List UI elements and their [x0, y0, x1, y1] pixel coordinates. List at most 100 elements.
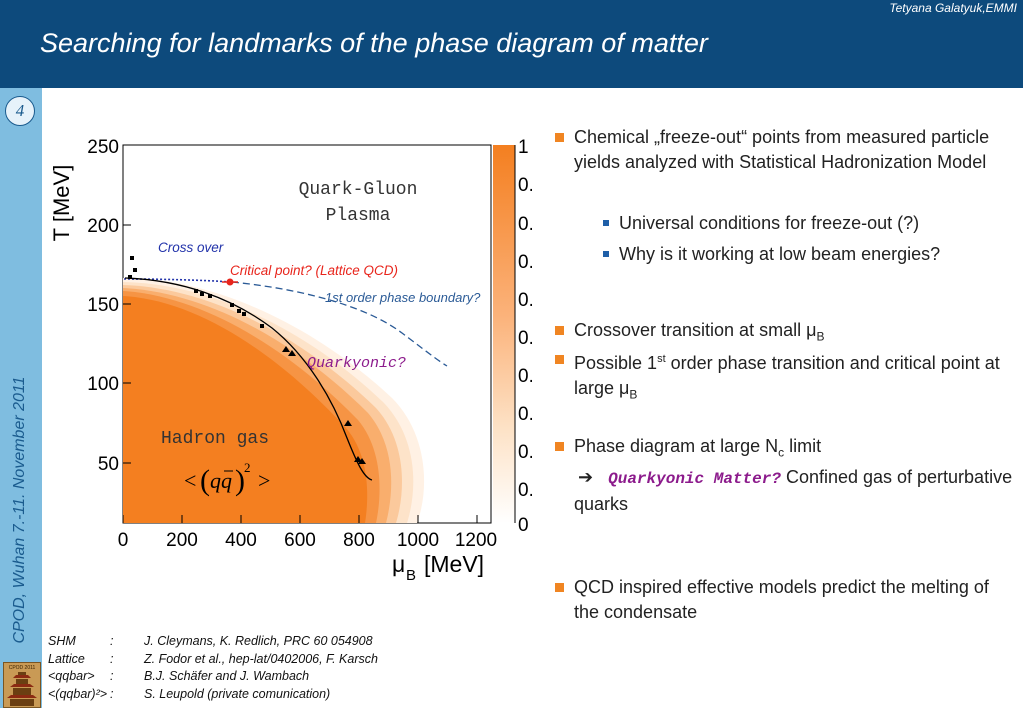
critical-point-label: Critical point? (Lattice QCD): [230, 263, 398, 278]
freeze-out-points: [128, 256, 366, 464]
nc-subscript: c: [778, 445, 785, 460]
bullet-large-nc: Phase diagram at large Nc limit ➔ Quarkyo…: [555, 434, 1015, 516]
condensate-right: >: [258, 468, 270, 493]
freeze-out-curve: [124, 277, 373, 481]
x-tick-0: 0: [118, 530, 129, 551]
condensate-qq: qq: [210, 468, 232, 493]
hadron-gas-label: Hadron gas: [161, 429, 269, 449]
phase-diagram-svg: 0 200 400 600 800 1000 1200 50 100 150 2…: [49, 137, 545, 584]
y-tick-50: 50: [98, 454, 119, 475]
conference-label: CPOD, Wuhan 7.-11. November 2011: [11, 376, 28, 644]
x-tick-1200: 1200: [455, 530, 497, 551]
reference-row: SHM: J. Cleymans, K. Redlich, PRC 60 0549…: [48, 633, 378, 651]
references: SHM: J. Cleymans, K. Redlich, PRC 60 0549…: [48, 633, 378, 703]
ref-colon: :: [110, 669, 114, 683]
sub-bullet-square-icon: [603, 220, 609, 226]
condensate-left: <: [184, 468, 196, 493]
x-axis-unit: [MeV]: [424, 551, 484, 577]
bullet-freeze-out: Chemical „freeze-out“ points from measur…: [555, 125, 1015, 174]
bullet-square-icon: [555, 133, 564, 142]
ref-text: Z. Fodor et al., hep-lat/0402006, F. Kar…: [144, 651, 378, 666]
cbar-tick-1: 1: [518, 137, 529, 158]
first-order-label: 1st order phase boundary?: [325, 290, 481, 305]
mu-symbol: μ: [619, 377, 630, 398]
x-axis-sub: B: [406, 567, 416, 584]
cbar-tick-0.3: 0.3: [518, 404, 532, 425]
sidebar: [0, 88, 42, 708]
sub-bullet-why: Why is it working at low beam energies?: [603, 242, 1013, 266]
y-tick-100: 100: [87, 374, 119, 395]
cbar-tick-0: 0: [518, 515, 529, 536]
x-tick-600: 600: [284, 530, 316, 551]
reference-row: <(qqbar)²>: S. Leupold (private comunicat…: [48, 686, 378, 704]
y-tick-250: 250: [87, 137, 119, 158]
reference-row: <qqbar>: B.J. Schäfer and J. Wambach: [48, 668, 378, 686]
bullet-square-icon: [555, 583, 564, 592]
y-axis-title: T [MeV]: [49, 165, 74, 242]
slide-title: Searching for landmarks of the phase dia…: [40, 28, 708, 58]
bullet-freeze-out-text: Chemical „freeze-out“ points from measur…: [574, 127, 990, 172]
ordinal-sup: st: [657, 353, 666, 365]
reference-row: Lattice: Z. Fodor et al., hep-lat/0402006…: [48, 651, 378, 669]
first-order-boundary: [231, 281, 448, 367]
bullet-first-order-mid: order phase transition and critical poin…: [574, 353, 1000, 398]
x-tick-1000: 1000: [397, 530, 439, 551]
bullet-crossover: Crossover transition at small μB: [555, 318, 1015, 349]
sub-bullet-why-text: Why is it working at low beam energies?: [619, 244, 941, 264]
mu-subscript: B: [629, 387, 638, 402]
sub-bullet-square-icon: [603, 251, 609, 257]
sub-bullet-universal: Universal conditions for freeze-out (?): [603, 211, 1013, 235]
ref-colon: :: [110, 651, 114, 666]
pagoda-icon: [7, 672, 37, 706]
cbar-tick-0.8: 0.8: [518, 214, 532, 235]
arrow-right-icon: ➔: [578, 467, 594, 488]
ref-key: Lattice: [48, 651, 85, 666]
quarkyonic-label: Quarkyonic?: [307, 355, 406, 372]
bullet-large-nc-post: limit: [784, 436, 822, 456]
qgp-label-line2: Plasma: [326, 206, 391, 226]
ref-colon: :: [110, 686, 114, 701]
ref-key: SHM: [48, 634, 76, 648]
ref-key: <(qqbar)²>: [48, 686, 108, 701]
bullet-qcd-models-text: QCD inspired effective models predict th…: [574, 577, 989, 622]
ref-text: S. Leupold (private comunication): [144, 686, 331, 701]
bullet-qcd-models: QCD inspired effective models predict th…: [555, 575, 1015, 624]
cbar-tick-0.4: 0.4: [518, 366, 532, 387]
qgp-label-line1: Quark-Gluon: [299, 180, 418, 200]
slide-header: Tetyana Galatyuk,EMMI Searching for land…: [0, 0, 1023, 88]
colorbar: [493, 145, 515, 523]
conference-logo: CPOD 2011: [3, 662, 41, 708]
bullet-first-order-pre: Possible 1: [574, 353, 658, 373]
ref-colon: :: [110, 634, 114, 648]
x-tick-400: 400: [225, 530, 257, 551]
author-label: Tetyana Galatyuk,EMMI: [889, 1, 1017, 15]
condensate-exponent: 2: [244, 460, 251, 475]
paren-close-icon: ): [235, 464, 245, 497]
bullet-square-icon: [555, 326, 564, 335]
bullet-large-nc-rest: Confined gas of perturbative quarks: [574, 467, 1013, 514]
bullet-square-icon: [555, 442, 564, 451]
bullet-large-nc-pre: Phase diagram at large N: [574, 436, 779, 456]
slide-number-badge: 4: [5, 96, 35, 126]
phase-diagram-figure: 0 200 400 600 800 1000 1200 50 100 150 2…: [42, 128, 545, 588]
cbar-tick-0.7: 0.7: [518, 252, 532, 273]
y-tick-150: 150: [87, 295, 119, 316]
bullet-square-icon: [555, 355, 564, 364]
crossover-label: Cross over: [158, 240, 224, 255]
ref-text: J. Cleymans, K. Redlich, PRC 60 054908: [144, 634, 373, 648]
mu-symbol: μ: [806, 320, 817, 340]
x-tick-200: 200: [166, 530, 198, 551]
ref-key: <qqbar>: [48, 669, 95, 683]
cbar-tick-0.1: 0.1: [518, 480, 532, 501]
cbar-tick-0.6: 0.6: [518, 290, 532, 311]
ref-text: B.J. Schäfer and J. Wambach: [144, 669, 310, 683]
x-tick-800: 800: [343, 530, 375, 551]
paren-open-icon: (: [200, 464, 210, 497]
sub-bullet-universal-text: Universal conditions for freeze-out (?): [619, 213, 920, 233]
mu-subscript: B: [816, 329, 825, 344]
logo-label: CPOD 2011: [8, 665, 36, 671]
condensate-expression: < ( qq ) 2 >: [184, 460, 270, 497]
cbar-tick-0.9: 0.9: [518, 175, 532, 196]
bullet-first-order: Possible 1st order phase transition and …: [555, 347, 1015, 407]
cbar-tick-0.2: 0.2: [518, 442, 532, 463]
